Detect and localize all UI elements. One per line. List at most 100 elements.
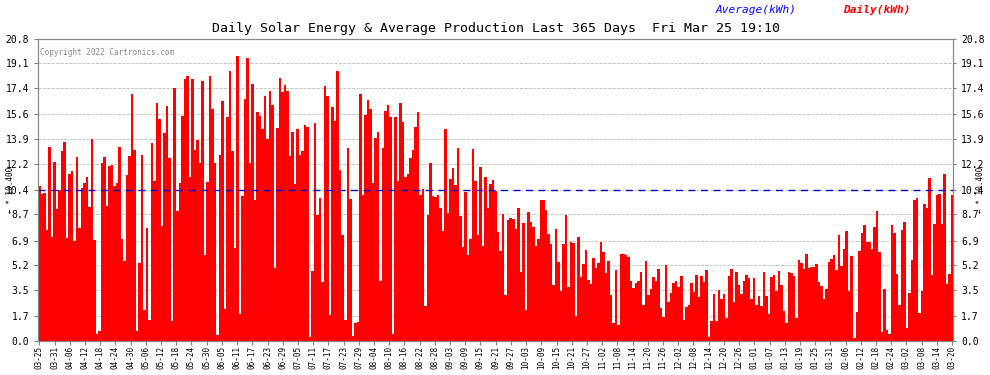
Bar [261,129,263,341]
Bar [271,105,274,341]
Bar [141,154,144,341]
Bar [795,318,798,341]
Bar [349,199,351,341]
Bar [214,163,216,341]
Bar [116,183,119,341]
Bar [489,184,492,341]
Bar [106,206,108,341]
Bar [896,274,898,341]
Bar [487,208,489,341]
Bar [63,142,65,341]
Bar [842,249,845,341]
Bar [950,195,953,341]
Bar [557,262,559,341]
Bar [657,269,660,341]
Bar [502,214,505,341]
Bar [662,316,665,341]
Bar [600,242,602,341]
Bar [430,164,432,341]
Bar [540,200,543,341]
Bar [194,150,196,341]
Bar [765,296,768,341]
Bar [945,284,948,341]
Bar [821,286,823,341]
Bar [770,278,773,341]
Bar [883,289,886,341]
Bar [351,336,354,341]
Bar [289,156,291,341]
Bar [342,235,344,341]
Bar [926,208,929,341]
Bar [708,337,710,341]
Bar [742,281,745,341]
Bar [150,143,153,341]
Bar [206,182,209,341]
Bar [41,194,44,341]
Bar [875,211,878,341]
Bar [630,281,633,341]
Bar [597,263,600,341]
Bar [757,296,760,341]
Bar [158,119,161,341]
Bar [733,303,736,341]
Bar [818,282,821,341]
Bar [728,276,731,341]
Bar [369,109,371,341]
Bar [903,222,906,341]
Bar [725,318,728,341]
Bar [44,192,46,341]
Bar [605,273,607,341]
Bar [366,100,369,341]
Bar [451,168,454,341]
Bar [108,166,111,341]
Bar [918,313,921,341]
Bar [527,212,530,341]
Bar [863,225,865,341]
Bar [535,246,537,341]
Bar [425,306,427,341]
Bar [462,247,464,341]
Bar [803,269,806,341]
Bar [813,267,816,341]
Bar [703,282,705,341]
Bar [472,148,474,341]
Bar [590,284,592,341]
Bar [838,235,841,341]
Bar [693,292,695,341]
Bar [156,103,158,341]
Bar [800,263,803,341]
Bar [129,156,131,341]
Bar [379,281,381,341]
Bar [574,316,577,341]
Bar [652,278,655,341]
Bar [58,190,60,341]
Bar [389,117,392,341]
Bar [482,246,484,341]
Bar [823,299,826,341]
Bar [242,196,244,341]
Bar [670,293,672,341]
Bar [139,263,141,341]
Bar [845,231,848,341]
Bar [672,283,675,341]
Bar [306,127,309,341]
Bar [615,270,618,341]
Bar [46,230,49,341]
Bar [68,174,70,341]
Bar [153,181,156,341]
Bar [559,291,562,341]
Bar [806,255,808,341]
Bar [148,320,150,341]
Bar [253,200,256,341]
Bar [247,57,248,341]
Bar [618,325,620,341]
Bar [296,129,299,341]
Bar [178,183,181,341]
Bar [387,105,389,341]
Bar [49,147,50,341]
Bar [720,298,723,341]
Bar [841,266,842,341]
Bar [432,196,435,341]
Bar [638,281,640,341]
Bar [635,283,638,341]
